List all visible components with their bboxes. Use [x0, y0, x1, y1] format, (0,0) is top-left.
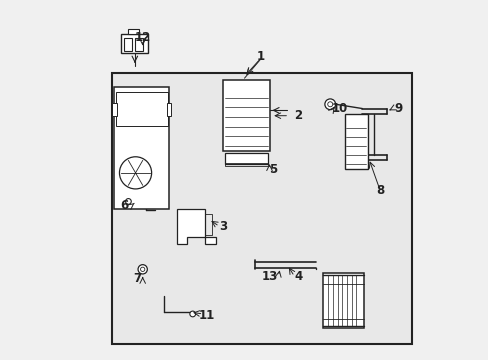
Text: 10: 10 [331, 102, 347, 115]
Bar [344, 114, 367, 169]
Bar [323, 273, 364, 328]
Bar [178, 214, 212, 235]
Bar [116, 93, 167, 126]
Text: 4: 4 [294, 270, 302, 283]
Text: 13: 13 [262, 270, 278, 283]
Bar [121, 33, 148, 53]
Bar [223, 80, 269, 152]
Text: 8: 8 [376, 184, 384, 197]
Circle shape [189, 311, 195, 317]
Bar [135, 38, 142, 51]
Circle shape [324, 99, 335, 110]
Bar [124, 38, 132, 51]
Text: 9: 9 [394, 102, 402, 115]
Text: 5: 5 [269, 163, 277, 176]
Polygon shape [176, 208, 216, 244]
Bar [166, 103, 171, 116]
Text: 2: 2 [294, 109, 302, 122]
Bar [128, 29, 139, 33]
Text: 11: 11 [199, 309, 215, 322]
Bar [114, 87, 169, 208]
Circle shape [138, 265, 147, 274]
Bar [112, 73, 411, 344]
Text: 7: 7 [133, 272, 141, 285]
Text: 3: 3 [219, 220, 227, 233]
Bar [112, 103, 116, 116]
Circle shape [125, 199, 131, 204]
Text: 1: 1 [256, 50, 264, 63]
Bar [224, 153, 267, 164]
Text: 12: 12 [134, 31, 150, 44]
Text: 6: 6 [120, 198, 128, 212]
Bar [224, 163, 267, 166]
